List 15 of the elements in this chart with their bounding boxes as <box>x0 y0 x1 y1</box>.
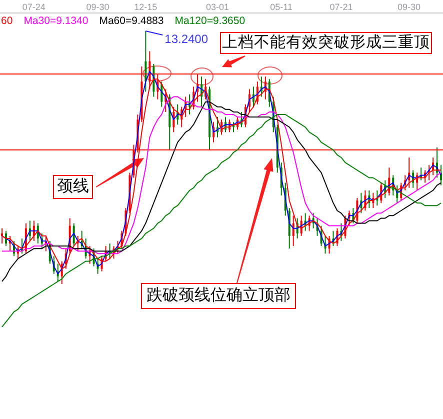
annotation: 上档不能有效突破形成三重顶 <box>220 32 432 54</box>
x-tick-label: 05-11 <box>270 2 293 12</box>
x-tick-label: 09-30 <box>86 2 110 12</box>
text: Ma120=9.3650 <box>174 15 246 28</box>
text: 60 <box>1 15 13 28</box>
text: Ma60=9.4883 <box>99 15 164 28</box>
text: 跌破颈线位确立顶部 <box>141 283 296 309</box>
annotation: 13.2400 <box>164 32 208 46</box>
x-tick-label: 03-01 <box>206 2 230 12</box>
x-tick-label: 12-15 <box>134 2 158 12</box>
annotation: 颈线 <box>53 175 93 199</box>
x-tick-label: 07-21 <box>330 2 353 12</box>
x-tick-label: 07-24 <box>22 2 46 12</box>
text: Ma30=9.1340 <box>24 15 88 28</box>
x-tick-label: 09-30 <box>398 2 421 12</box>
